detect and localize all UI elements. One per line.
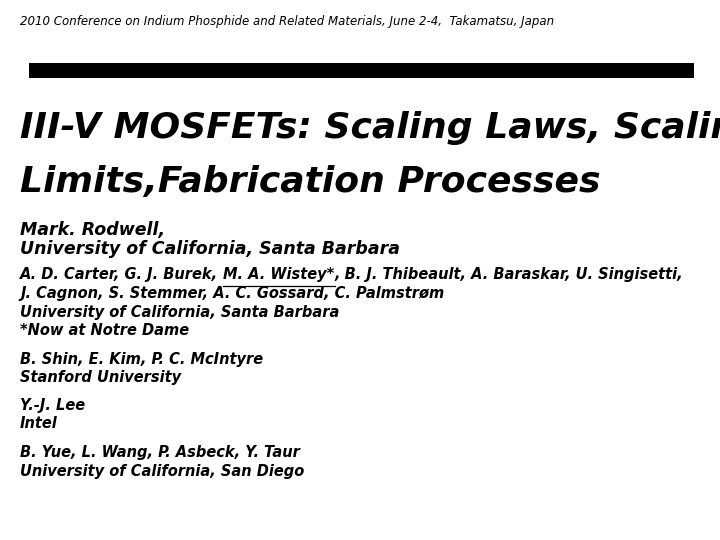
Text: Y.-J. Lee: Y.-J. Lee xyxy=(20,398,85,413)
Text: 2010 Conference on Indium Phosphide and Related Materials, June 2-4,  Takamatsu,: 2010 Conference on Indium Phosphide and … xyxy=(20,15,554,28)
Text: Intel: Intel xyxy=(20,416,58,431)
Text: A. D. Carter, G. J. Burek,: A. D. Carter, G. J. Burek, xyxy=(20,267,223,282)
Text: University of California, Santa Barbara: University of California, Santa Barbara xyxy=(20,240,400,258)
Text: University of California, Santa Barbara: University of California, Santa Barbara xyxy=(20,305,340,320)
Text: J. Cagnon, S. Stemmer, A. C. Gossard, C. Palmstrøm: J. Cagnon, S. Stemmer, A. C. Gossard, C.… xyxy=(20,286,444,301)
Text: Mark. Rodwell,: Mark. Rodwell, xyxy=(20,221,166,239)
Text: University of California, San Diego: University of California, San Diego xyxy=(20,464,305,479)
Text: M. A. Wistey*: M. A. Wistey* xyxy=(223,267,335,282)
Text: III-V MOSFETs: Scaling Laws, Scaling: III-V MOSFETs: Scaling Laws, Scaling xyxy=(20,111,720,145)
Text: B. Shin, E. Kim, P. C. McIntyre: B. Shin, E. Kim, P. C. McIntyre xyxy=(20,352,264,367)
Text: , B. J. Thibeault, A. Baraskar, U. Singisetti,: , B. J. Thibeault, A. Baraskar, U. Singi… xyxy=(335,267,683,282)
Text: *Now at Notre Dame: *Now at Notre Dame xyxy=(20,323,189,339)
Text: Stanford University: Stanford University xyxy=(20,370,181,386)
Text: B. Yue, L. Wang, P. Asbeck, Y. Taur: B. Yue, L. Wang, P. Asbeck, Y. Taur xyxy=(20,446,300,461)
Text: Limits,Fabrication Processes: Limits,Fabrication Processes xyxy=(20,165,600,199)
